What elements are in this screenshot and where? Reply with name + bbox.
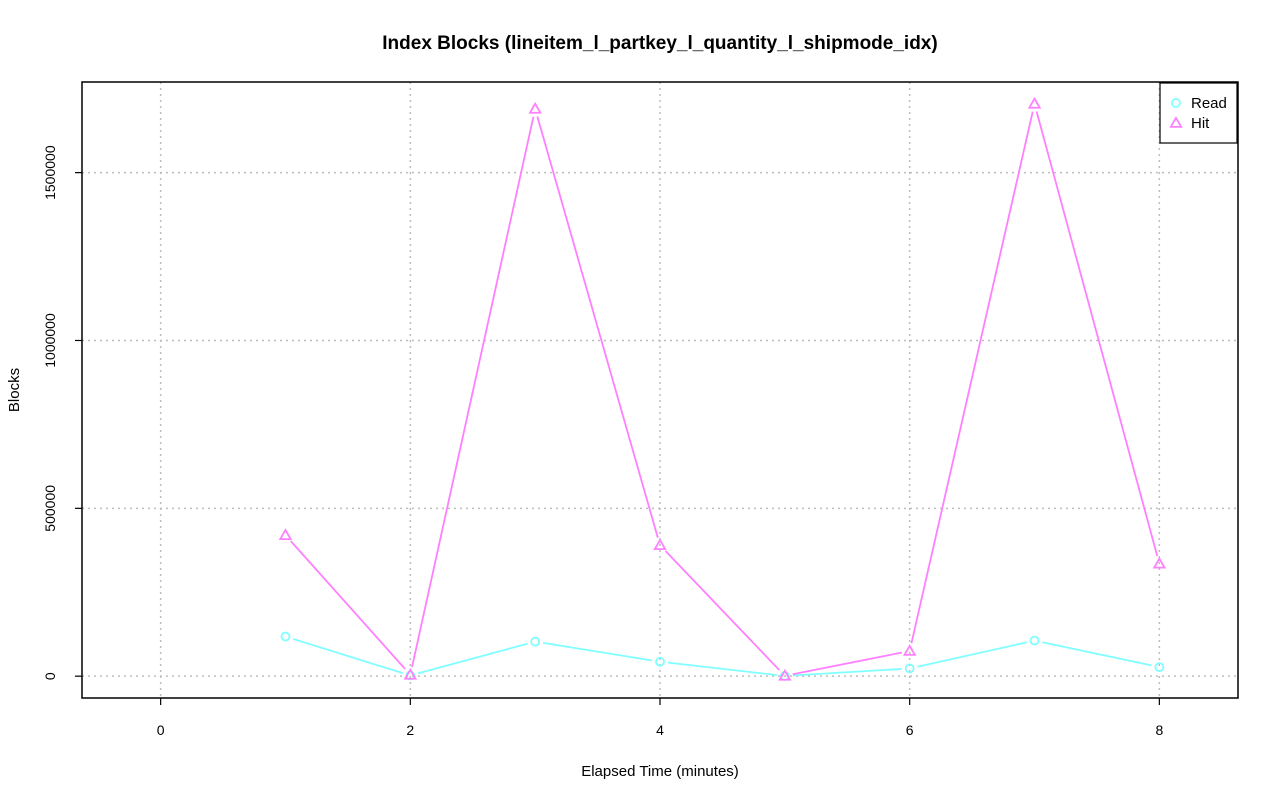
series-read — [280, 631, 1165, 681]
y-axis-label: Blocks — [6, 368, 23, 412]
x-axis-label: Elapsed Time (minutes) — [581, 763, 739, 780]
series-read-point — [655, 656, 665, 667]
series-hit-point — [403, 667, 418, 680]
series-hit-segment — [664, 550, 780, 671]
series-read-point — [1029, 635, 1040, 646]
series-read-segment — [667, 661, 777, 676]
series-hit-point — [1152, 556, 1167, 569]
x-tick-label: 2 — [406, 722, 414, 738]
series-hit-segment — [792, 651, 903, 676]
x-tick-label: 0 — [157, 722, 165, 738]
series-hit-point — [902, 643, 917, 656]
chart-title: Index Blocks (lineitem_l_partkey_l_quant… — [382, 33, 937, 54]
series-read-segment — [792, 668, 902, 677]
legend-marker-hit — [1169, 115, 1183, 128]
axis-layer: 0 2 4 6 8 0 500000 1000000 1500000 — [42, 145, 1163, 738]
legend: Read Hit — [1159, 82, 1238, 144]
y-tick-label: 1000000 — [42, 313, 58, 368]
y-tick-label: 0 — [42, 672, 58, 680]
series-hit-point — [528, 101, 542, 114]
x-tick-label: 4 — [656, 722, 664, 738]
series-hit-point — [778, 668, 792, 681]
grid-layer — [82, 82, 1238, 698]
series-read-segment — [417, 642, 528, 675]
series-read-segment — [1042, 641, 1152, 667]
series-read-point — [280, 631, 291, 642]
series-read-segment — [917, 641, 1027, 668]
series-hit-point — [653, 538, 667, 551]
legend-items: Read Hit — [1169, 95, 1227, 132]
y-tick-label: 1500000 — [42, 145, 58, 200]
series-hit-segment — [536, 116, 659, 538]
x-tick-label: 8 — [1155, 722, 1163, 738]
series-hit-point — [278, 528, 293, 540]
legend-box — [1159, 82, 1238, 144]
series-read-point — [1154, 662, 1165, 673]
legend-label-read: Read — [1191, 95, 1227, 112]
series-read-point — [530, 636, 541, 647]
legend-label-hit: Hit — [1191, 115, 1210, 132]
series-layer — [278, 96, 1167, 681]
series-read-point — [904, 663, 915, 674]
series-read-segment — [542, 641, 653, 662]
series-hit-segment — [910, 111, 1034, 644]
series-read-segment — [292, 638, 403, 674]
series-hit-segment — [1035, 111, 1159, 557]
x-tick-label: 6 — [906, 722, 914, 738]
series-hit-point — [1027, 96, 1042, 109]
series-hit — [278, 96, 1167, 681]
y-tick-label: 500000 — [42, 485, 58, 532]
series-hit-segment — [411, 116, 535, 668]
legend-marker-read — [1171, 98, 1181, 108]
series-hit-segment — [290, 540, 406, 670]
